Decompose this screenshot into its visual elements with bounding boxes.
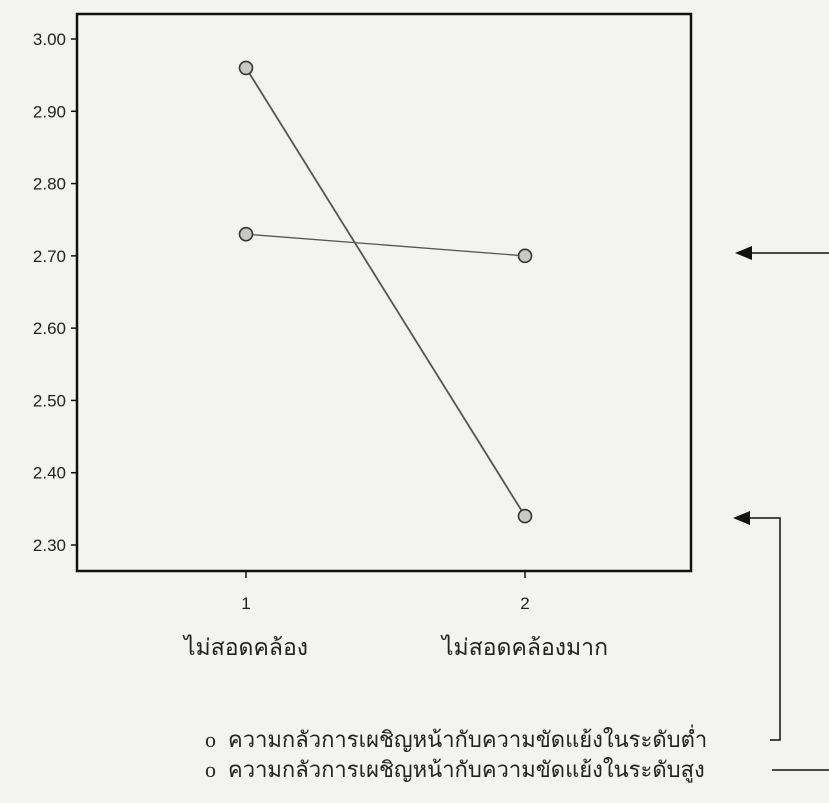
y-tick-label: 2.30 xyxy=(33,536,66,555)
series-point-2 xyxy=(238,226,254,242)
legend-marker: o xyxy=(205,757,216,782)
x-tick-label: 2 xyxy=(520,594,529,613)
legend-marker: o xyxy=(205,727,216,752)
legend-entry-2: ความกลัวการเผชิญหน้ากับความขัดแย้งในระดั… xyxy=(228,757,705,783)
x-tick-label: 1 xyxy=(241,594,250,613)
callout-arrows xyxy=(733,246,829,771)
y-tick-label: 2.70 xyxy=(33,247,66,266)
y-tick-label: 2.80 xyxy=(33,175,66,194)
legend: o ความกลัวการเผชิญหน้ากับความขัดแย้งในระด… xyxy=(205,724,707,783)
series-layer xyxy=(238,60,533,524)
series-line-1 xyxy=(245,67,526,517)
y-tick-label: 2.90 xyxy=(33,102,66,121)
legend-entry-1: ความกลัวการเผชิญหน้ากับความขัดแย้งในระดั… xyxy=(228,724,707,752)
series-point-1 xyxy=(238,60,254,76)
x-axis: 1 ไม่สอดคล้อง 2 ไม่สอดคล้องมาก xyxy=(182,571,608,660)
series-line-2 xyxy=(245,233,526,257)
x-category-label: ไม่สอดคล้องมาก xyxy=(440,634,608,660)
y-axis: 2.30 2.40 2.50 2.60 2.70 2.80 2.90 3.00 xyxy=(33,30,77,555)
y-tick-label: 2.50 xyxy=(33,391,66,410)
callout-arrowhead-high xyxy=(735,246,752,260)
series-point-1 xyxy=(517,508,533,524)
y-tick-label: 2.60 xyxy=(33,319,66,338)
callout-arrowhead-low xyxy=(733,511,750,525)
series-point-2 xyxy=(517,248,533,264)
x-category-label: ไม่สอดคล้อง xyxy=(182,634,308,660)
callout-line-low xyxy=(748,517,781,741)
y-tick-label: 3.00 xyxy=(33,30,66,49)
plot-area xyxy=(75,12,693,573)
y-tick-label: 2.40 xyxy=(33,464,66,483)
